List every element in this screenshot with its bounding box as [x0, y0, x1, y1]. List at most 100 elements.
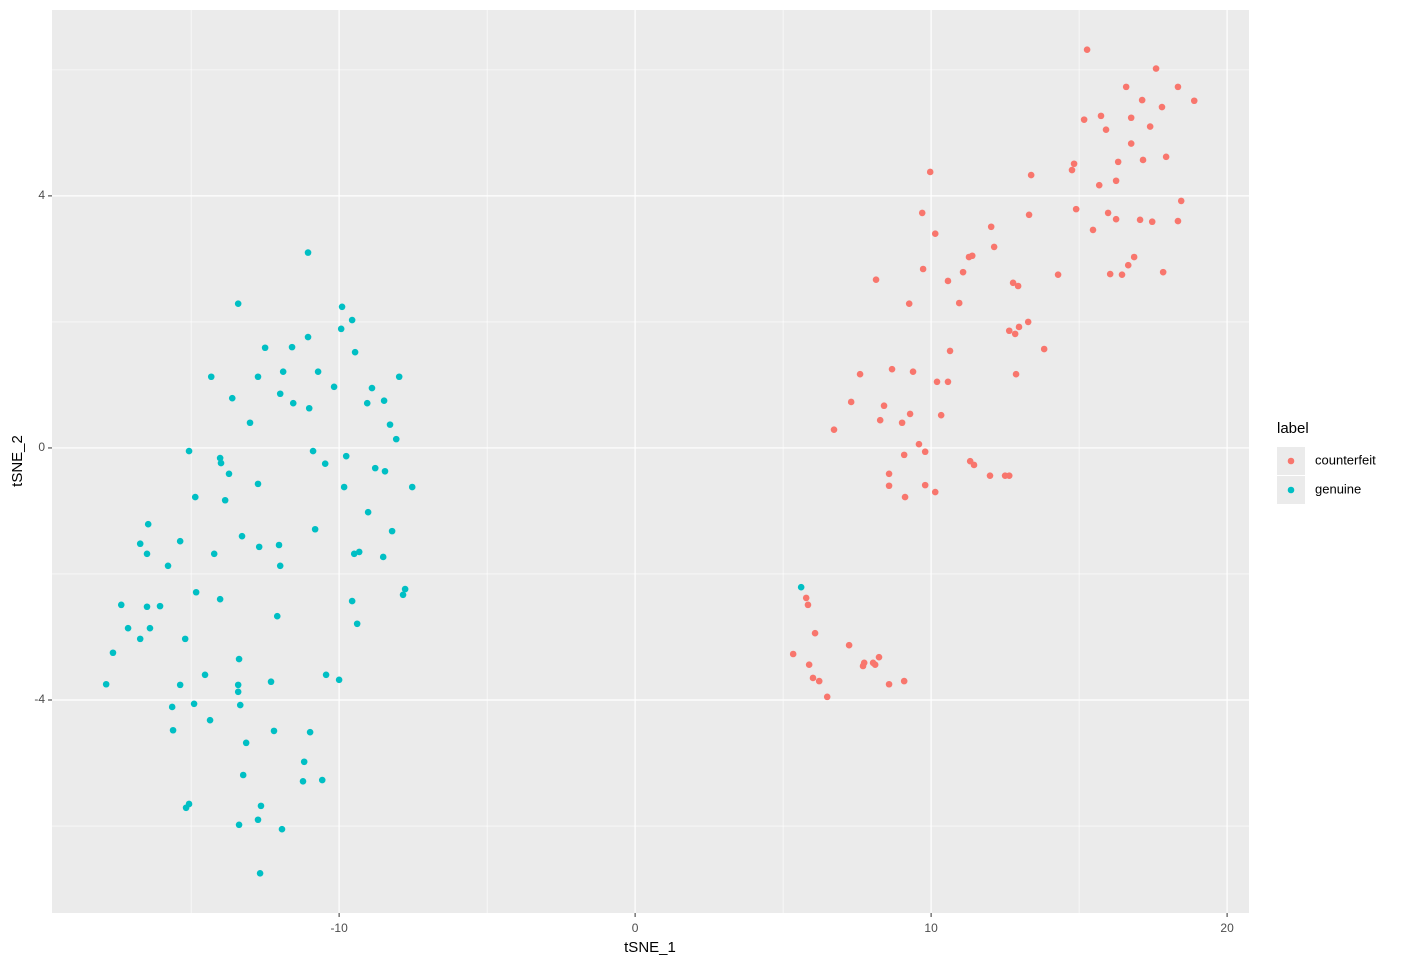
point	[847, 398, 855, 406]
point	[885, 680, 893, 688]
point	[164, 562, 172, 570]
point	[368, 384, 376, 392]
point	[351, 348, 359, 356]
point	[275, 541, 283, 549]
point	[915, 440, 923, 448]
x-axis-title: tSNE_1	[624, 939, 676, 956]
point	[289, 399, 297, 407]
point	[235, 655, 243, 663]
legend: counterfeit genuine	[1277, 447, 1376, 504]
point	[255, 543, 263, 551]
point	[965, 253, 973, 261]
point	[124, 624, 132, 632]
x-tick-label: 10	[924, 921, 938, 935]
point	[921, 448, 929, 456]
point	[872, 276, 880, 284]
point	[885, 482, 893, 490]
y-tick-label: -4	[34, 692, 45, 706]
y-tick-label: 0	[38, 440, 45, 454]
point	[234, 300, 242, 307]
point	[1027, 171, 1035, 179]
point	[242, 739, 250, 747]
point	[254, 816, 262, 824]
x-tick-label: -10	[330, 921, 348, 935]
point	[885, 470, 893, 478]
point	[340, 483, 348, 491]
point	[136, 635, 144, 643]
point	[1014, 282, 1022, 290]
point	[256, 870, 264, 877]
point	[371, 464, 379, 472]
point	[239, 771, 247, 779]
point	[1136, 216, 1144, 224]
point	[185, 447, 193, 455]
point	[921, 481, 929, 489]
point	[318, 776, 326, 784]
point	[1174, 217, 1182, 225]
point	[970, 461, 978, 469]
point	[364, 508, 372, 516]
point	[136, 540, 144, 548]
point	[937, 411, 945, 419]
point	[1054, 271, 1062, 278]
point	[1162, 153, 1170, 161]
point	[946, 347, 954, 355]
point	[300, 758, 308, 766]
point	[168, 703, 176, 711]
point	[933, 378, 941, 386]
point	[228, 394, 236, 402]
point	[395, 373, 403, 381]
y-tick-label: 4	[38, 188, 45, 202]
point	[1015, 323, 1023, 331]
point	[898, 419, 906, 427]
point	[909, 368, 917, 376]
point	[337, 325, 345, 333]
point	[254, 373, 262, 381]
point	[845, 641, 853, 649]
point	[399, 591, 407, 599]
point	[392, 435, 400, 443]
point	[900, 451, 908, 459]
point	[181, 635, 189, 643]
point	[355, 548, 363, 556]
point	[789, 650, 797, 658]
point	[1083, 46, 1091, 53]
point	[276, 562, 284, 570]
point	[288, 343, 296, 351]
point	[234, 688, 242, 696]
point	[1005, 327, 1013, 335]
point	[279, 368, 287, 376]
point	[906, 410, 914, 418]
point	[192, 588, 200, 596]
point	[1102, 126, 1110, 134]
point	[190, 700, 198, 708]
point	[880, 402, 888, 410]
point	[901, 493, 909, 501]
point	[1138, 96, 1146, 104]
point	[207, 373, 215, 381]
point	[201, 671, 209, 679]
point	[805, 661, 813, 669]
point	[804, 601, 812, 609]
point	[987, 223, 995, 231]
point	[905, 300, 913, 307]
point	[830, 426, 838, 433]
point	[109, 649, 117, 657]
point	[309, 447, 317, 455]
legend-title: label	[1277, 420, 1309, 437]
point	[321, 460, 329, 468]
point	[143, 550, 151, 558]
point	[1139, 156, 1147, 164]
point	[322, 671, 330, 679]
point	[306, 728, 314, 736]
point	[363, 399, 371, 407]
point	[254, 480, 262, 488]
point	[257, 802, 265, 810]
legend-label: genuine	[1315, 481, 1361, 496]
point	[1114, 158, 1122, 166]
point	[815, 677, 823, 685]
point	[1072, 205, 1080, 213]
point	[959, 268, 967, 276]
point	[401, 585, 409, 593]
point	[304, 249, 312, 256]
